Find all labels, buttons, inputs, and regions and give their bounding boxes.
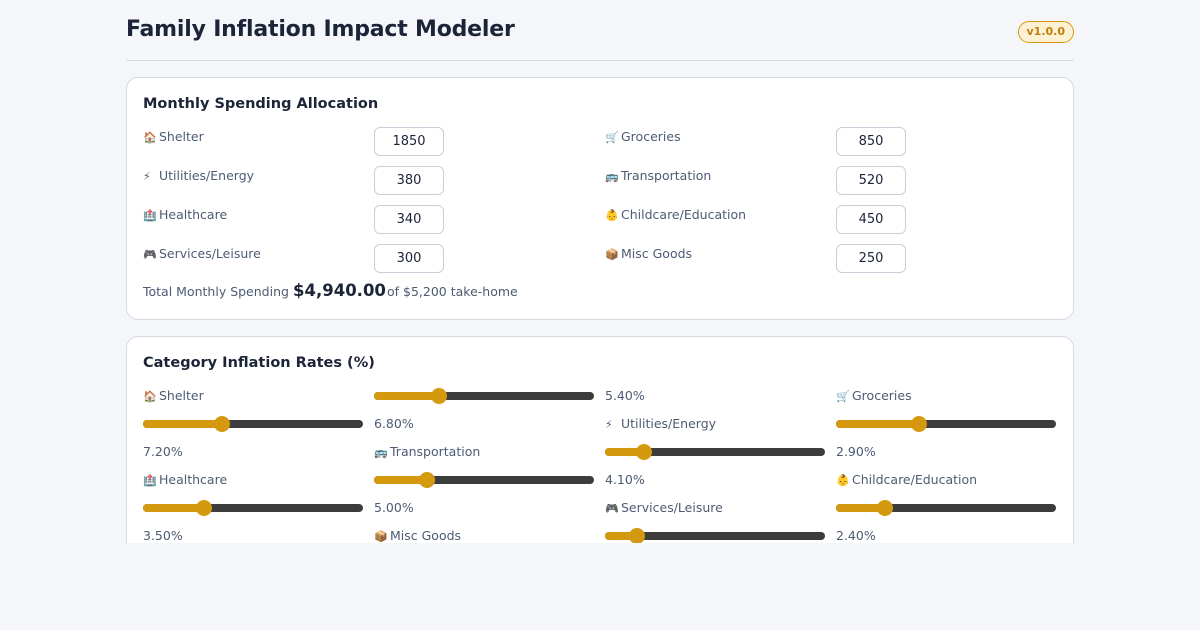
lightning-icon: ⚡	[143, 170, 151, 183]
spending-label-misc: 📦 Misc Goods	[605, 246, 693, 261]
slider-fill	[605, 532, 632, 540]
rates-card-title: Category Inflation Rates (%)	[143, 355, 375, 371]
rate-label-groceries: 🛒 Groceries	[836, 388, 912, 403]
slider-track	[374, 392, 594, 400]
groceries-rate-value: 6.80%	[374, 416, 414, 431]
rate-label-healthcare: 🏥 Healthcare	[143, 472, 228, 487]
app-title: Family Inflation Impact Modeler	[126, 17, 515, 42]
slider-track	[143, 420, 363, 428]
baby-icon: 👶	[836, 474, 850, 487]
childcare-rate-slider[interactable]	[143, 500, 363, 516]
slider-thumb[interactable]	[876, 500, 893, 516]
slider-thumb[interactable]	[635, 444, 652, 460]
baby-icon: 👶	[605, 209, 619, 222]
healthcare-rate-slider[interactable]	[374, 472, 594, 488]
rate-label-childcare: 👶 Childcare/Education	[836, 472, 978, 487]
bus-icon: 🚌	[374, 446, 388, 459]
app-header: Family Inflation Impact Modeler v1.0.0	[126, 0, 1074, 61]
slider-track	[605, 448, 825, 456]
lightning-icon: ⚡	[605, 418, 613, 431]
slider-fill	[143, 420, 220, 428]
slider-thumb[interactable]	[431, 388, 448, 404]
misc-amount-input[interactable]	[836, 244, 906, 273]
slider-thumb[interactable]	[911, 416, 928, 432]
rates-viewport: Category Inflation Rates (%) 🏠 Shelter 5.…	[126, 336, 1074, 543]
shelter-rate-value: 5.40%	[605, 388, 645, 403]
spending-label-transportation: 🚌 Transportation	[605, 168, 712, 183]
childcare-rate-value: 5.00%	[374, 500, 414, 515]
slider-fill	[836, 420, 918, 428]
shelter-rate-slider[interactable]	[374, 388, 594, 404]
rate-label-shelter: 🏠 Shelter	[143, 388, 204, 403]
services-rate-slider[interactable]	[836, 500, 1056, 516]
healthcare-rate-value: 4.10%	[605, 472, 645, 487]
slider-track	[143, 504, 363, 512]
slider-thumb[interactable]	[196, 500, 213, 516]
bus-icon: 🚌	[605, 170, 619, 183]
misc-rate-value: 2.40%	[836, 528, 876, 543]
spending-card-title: Monthly Spending Allocation	[143, 96, 379, 112]
hospital-icon: 🏥	[143, 474, 157, 487]
transportation-rate-value: 2.90%	[836, 444, 876, 459]
utilities-rate-slider[interactable]	[836, 416, 1056, 432]
package-icon: 📦	[374, 530, 388, 543]
spending-label-childcare: 👶 Childcare/Education	[605, 207, 747, 222]
rate-label-transportation: 🚌 Transportation	[374, 444, 481, 459]
utilities-rate-value: 7.20%	[143, 444, 183, 459]
inflation-rates-card: Category Inflation Rates (%) 🏠 Shelter 5.…	[126, 336, 1074, 543]
rate-label-utilities: ⚡ Utilities/Energy	[605, 416, 717, 431]
gamepad-icon: 🎮	[143, 248, 157, 261]
gamepad-icon: 🎮	[605, 502, 619, 515]
childcare-amount-input[interactable]	[836, 205, 906, 234]
transportation-rate-slider[interactable]	[605, 444, 825, 460]
slider-fill	[374, 476, 423, 484]
slider-thumb[interactable]	[418, 472, 435, 488]
house-icon: 🏠	[143, 390, 157, 403]
slider-thumb[interactable]	[214, 416, 231, 432]
misc-rate-slider[interactable]	[605, 528, 825, 543]
shelter-amount-input[interactable]	[374, 127, 444, 156]
slider-fill	[374, 392, 436, 400]
groceries-rate-slider[interactable]	[143, 416, 363, 432]
house-icon: 🏠	[143, 131, 157, 144]
services-amount-input[interactable]	[374, 244, 444, 273]
rate-label-misc: 📦 Misc Goods	[374, 528, 462, 543]
slider-fill	[143, 504, 201, 512]
spending-label-groceries: 🛒 Groceries	[605, 129, 681, 144]
services-rate-value: 3.50%	[143, 528, 183, 543]
total-spending-value: $4,940.00	[293, 281, 386, 300]
hospital-icon: 🏥	[143, 209, 157, 222]
slider-track	[836, 504, 1056, 512]
take-home-note: of $5,200 take-home	[387, 284, 518, 299]
spending-card: Monthly Spending Allocation 🏠Shelter 🛒Gr…	[126, 77, 1074, 320]
slider-fill	[605, 448, 638, 456]
slider-fill	[836, 504, 880, 512]
slider-track	[836, 420, 1056, 428]
utilities-amount-input[interactable]	[374, 166, 444, 195]
cart-icon: 🛒	[605, 131, 619, 144]
slider-track	[605, 532, 825, 540]
total-spending-label: Total Monthly Spending	[143, 284, 289, 299]
slider-thumb[interactable]	[629, 528, 646, 543]
spending-label-healthcare: 🏥 Healthcare	[143, 207, 228, 222]
package-icon: 📦	[605, 248, 619, 261]
rate-label-services: 🎮 Services/Leisure	[605, 500, 723, 515]
version-badge: v1.0.0	[1017, 21, 1074, 43]
healthcare-amount-input[interactable]	[374, 205, 444, 234]
transportation-amount-input[interactable]	[836, 166, 906, 195]
slider-track	[374, 476, 594, 484]
spending-label-shelter: 🏠 Shelter	[143, 129, 204, 144]
spending-label-utilities: ⚡ Utilities/Energy	[143, 168, 255, 183]
groceries-amount-input[interactable]	[836, 127, 906, 156]
cart-icon: 🛒	[836, 390, 850, 403]
spending-label-services: 🎮 Services/Leisure	[143, 246, 261, 261]
